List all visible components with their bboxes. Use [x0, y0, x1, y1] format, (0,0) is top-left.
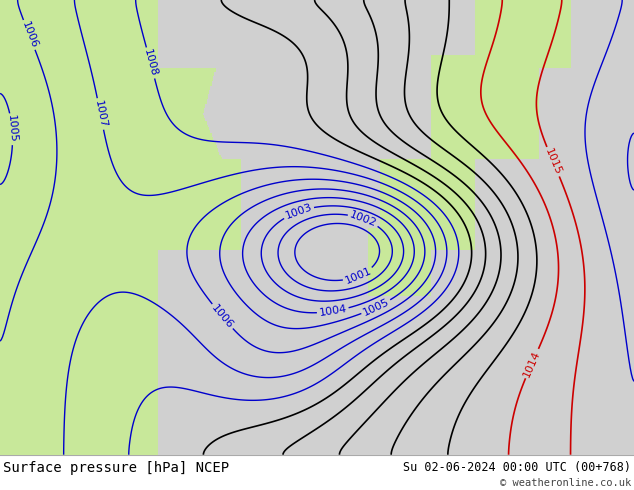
Text: © weatheronline.co.uk: © weatheronline.co.uk [500, 478, 631, 488]
Text: 1007: 1007 [93, 99, 108, 129]
Text: 1015: 1015 [543, 147, 563, 176]
Text: Surface pressure [hPa] NCEP: Surface pressure [hPa] NCEP [3, 461, 230, 475]
Text: 1014: 1014 [522, 349, 542, 378]
Text: 1005: 1005 [361, 297, 391, 318]
Text: 1001: 1001 [344, 266, 373, 286]
Text: Su 02-06-2024 00:00 UTC (00+768): Su 02-06-2024 00:00 UTC (00+768) [403, 461, 631, 474]
Text: 1003: 1003 [283, 202, 313, 221]
Text: 1004: 1004 [318, 304, 347, 318]
Text: 1008: 1008 [142, 48, 159, 78]
Text: 1005: 1005 [6, 115, 18, 144]
Text: 1006: 1006 [209, 302, 235, 330]
Text: 1006: 1006 [20, 20, 39, 50]
Text: 1002: 1002 [349, 209, 378, 229]
